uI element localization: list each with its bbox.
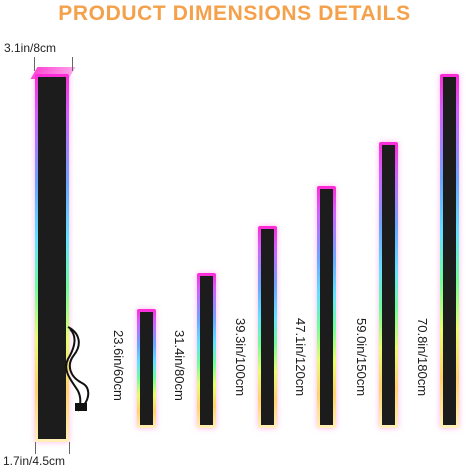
bottom-dimension-line	[35, 442, 36, 454]
top-dimension-label: 3.1in/8cm	[4, 41, 57, 55]
bar-label-120cm: 47.1in/120cm	[293, 318, 308, 397]
bar-label-60cm: 23.6in/60cm	[111, 330, 126, 401]
light-bar-150cm	[379, 142, 398, 428]
page-title: PRODUCT DIMENSIONS DETAILS	[58, 2, 411, 25]
bar-label-100cm: 39.3in/100cm	[233, 318, 248, 397]
light-bar-100cm	[258, 226, 277, 428]
bar-body	[200, 276, 213, 425]
bar-label-180cm: 70.8in/180cm	[415, 318, 430, 397]
bar-body	[140, 312, 153, 425]
bar-body	[320, 189, 333, 425]
bar-body	[382, 145, 395, 425]
light-bar-180cm	[440, 74, 459, 428]
bottom-dimension-line-right	[69, 442, 70, 454]
top-dimension-line-right	[72, 57, 73, 71]
light-bar-120cm	[317, 186, 336, 428]
featured-light-bar	[35, 74, 69, 442]
bottom-dimension-label: 1.7in/4.5cm	[3, 454, 66, 468]
top-dimension-line	[34, 57, 35, 71]
featured-light-bar-body	[38, 77, 66, 439]
power-cable-icon	[65, 326, 90, 412]
bar-label-80cm: 31.4in/80cm	[172, 330, 187, 401]
bar-body	[443, 77, 456, 425]
light-bar-80cm	[197, 273, 216, 428]
bar-body	[261, 229, 274, 425]
light-bar-60cm	[137, 309, 156, 428]
bar-label-150cm: 59.0in/150cm	[354, 318, 369, 397]
